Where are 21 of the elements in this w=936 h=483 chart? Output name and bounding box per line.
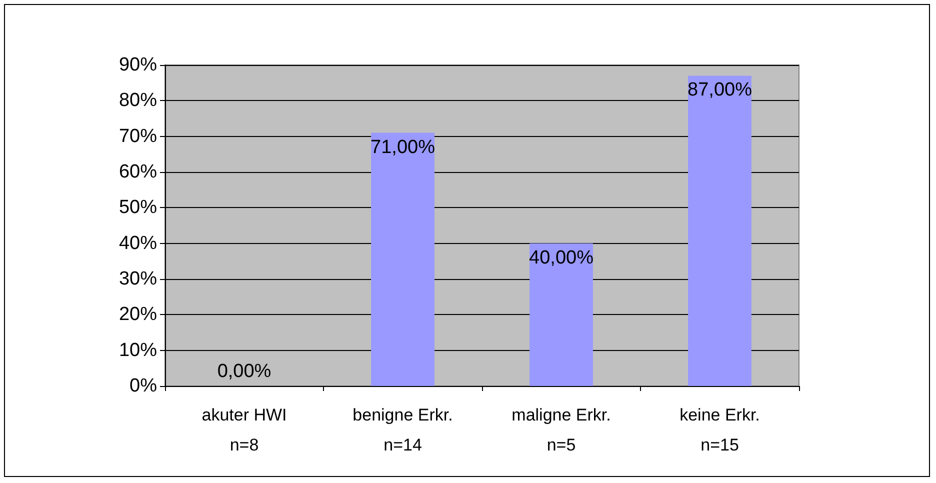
x-tick-label: keine Erkr. n=15 bbox=[680, 406, 760, 454]
y-tick-label: 10% bbox=[118, 340, 158, 361]
y-tick-label: 40% bbox=[118, 232, 158, 254]
x-tick-label: akuter HWI n=8 bbox=[202, 406, 287, 454]
data-label: 40,00% bbox=[529, 247, 594, 268]
bar bbox=[530, 243, 593, 386]
y-tick-label: 30% bbox=[118, 268, 158, 290]
y-tick-label: 70% bbox=[118, 126, 158, 147]
y-tick-label: 80% bbox=[118, 90, 158, 112]
y-tick-label: 90% bbox=[118, 54, 158, 76]
y-tick-label: 60% bbox=[118, 162, 158, 182]
data-label: 71,00% bbox=[370, 136, 436, 158]
x-tick-label: maligne Erkr. n=5 bbox=[512, 406, 611, 454]
y-tick-label: 20% bbox=[118, 304, 158, 326]
data-label: 87,00% bbox=[688, 80, 752, 101]
data-label: 0,00% bbox=[217, 361, 272, 382]
x-tick-label: benigne Erkr. n=14 bbox=[352, 406, 453, 454]
bar bbox=[371, 132, 434, 386]
y-tick-label: 0% bbox=[130, 376, 158, 396]
y-tick-label: 50% bbox=[118, 197, 158, 218]
bar bbox=[688, 76, 752, 386]
